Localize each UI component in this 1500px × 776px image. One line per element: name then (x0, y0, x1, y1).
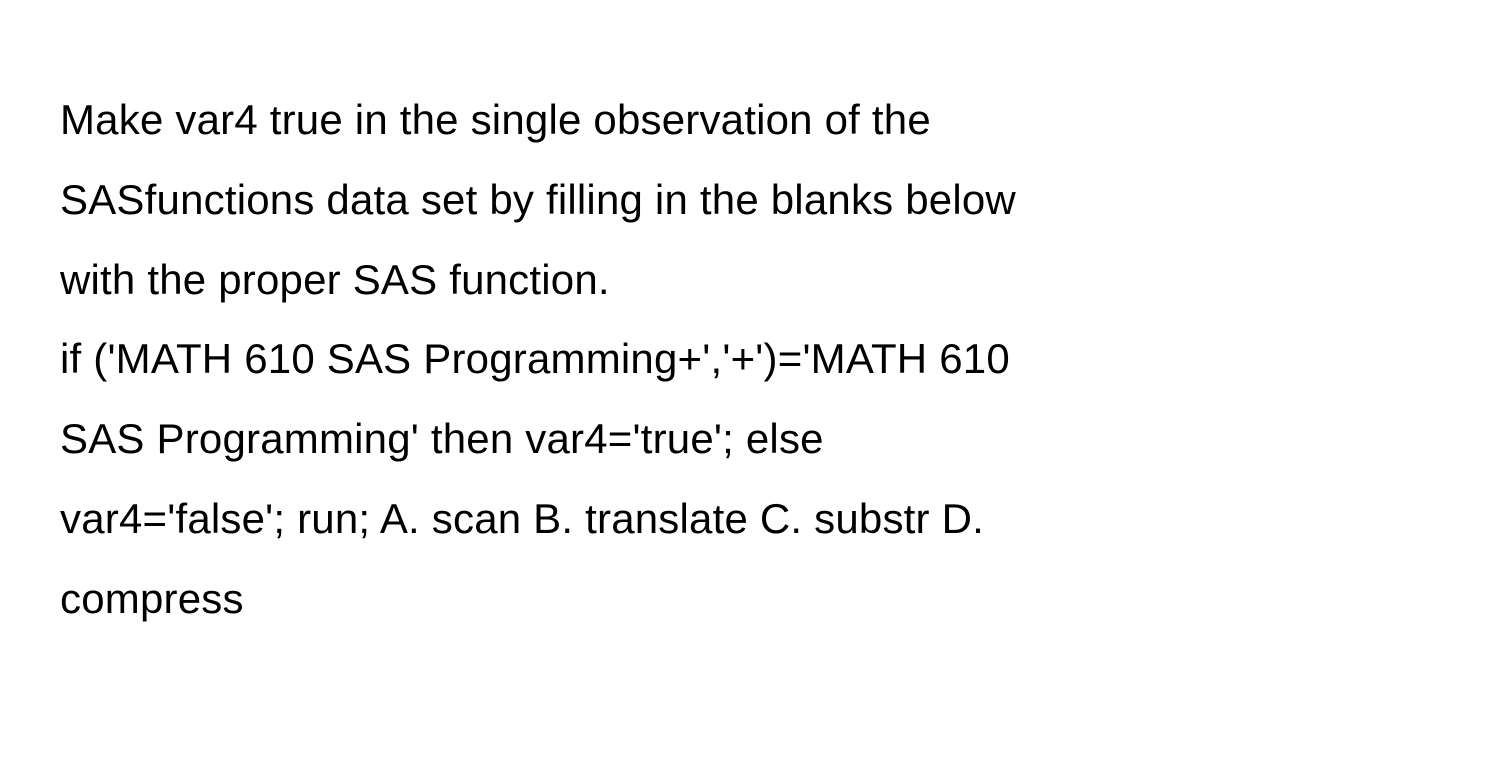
prompt-line-1: Make var4 true in the single observation… (60, 96, 931, 143)
question-text-block: Make var4 true in the single observation… (60, 80, 1440, 639)
code-line-2: SAS Programming' then var4='true'; else (60, 415, 824, 462)
code-line-1: if ('MATH 610 SAS Programming+','+')='MA… (60, 335, 1010, 382)
code-line-3: var4='false'; run; A. scan B. translate … (60, 495, 984, 542)
code-line-4: compress (60, 575, 244, 622)
prompt-line-3: with the proper SAS function. (60, 256, 610, 303)
prompt-line-2: SASfunctions data set by filling in the … (60, 176, 1016, 223)
